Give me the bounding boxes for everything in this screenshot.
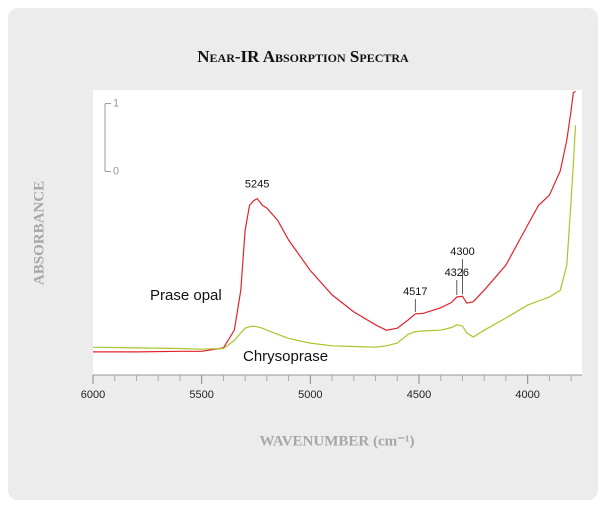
series-line <box>92 125 577 350</box>
annotation: 4300 <box>450 246 474 258</box>
x-axis-label: WAVENUMBER (cm⁻¹) <box>259 433 414 449</box>
annotation: 5245 <box>245 178 269 190</box>
series-label: Chrysoprase <box>243 348 328 365</box>
series-label: Prase opal <box>150 287 222 304</box>
annotation: 4326 <box>445 267 469 279</box>
series-line <box>93 90 576 353</box>
x-tick-label: 6000 <box>81 389 105 401</box>
plot-area <box>93 90 582 375</box>
x-tick-label: 5000 <box>298 389 322 401</box>
x-tick-label: 4500 <box>407 389 431 401</box>
x-tick-label: 4000 <box>515 389 539 401</box>
chart-title: Near-IR Absorption Spectra <box>197 47 409 66</box>
annotation: 4517 <box>403 286 427 298</box>
y-tick-label: 1 <box>113 97 119 109</box>
x-tick-label: 5500 <box>189 389 213 401</box>
y-axis-label: ABSORBANCE <box>31 181 47 285</box>
y-tick-label: 0 <box>113 165 119 177</box>
